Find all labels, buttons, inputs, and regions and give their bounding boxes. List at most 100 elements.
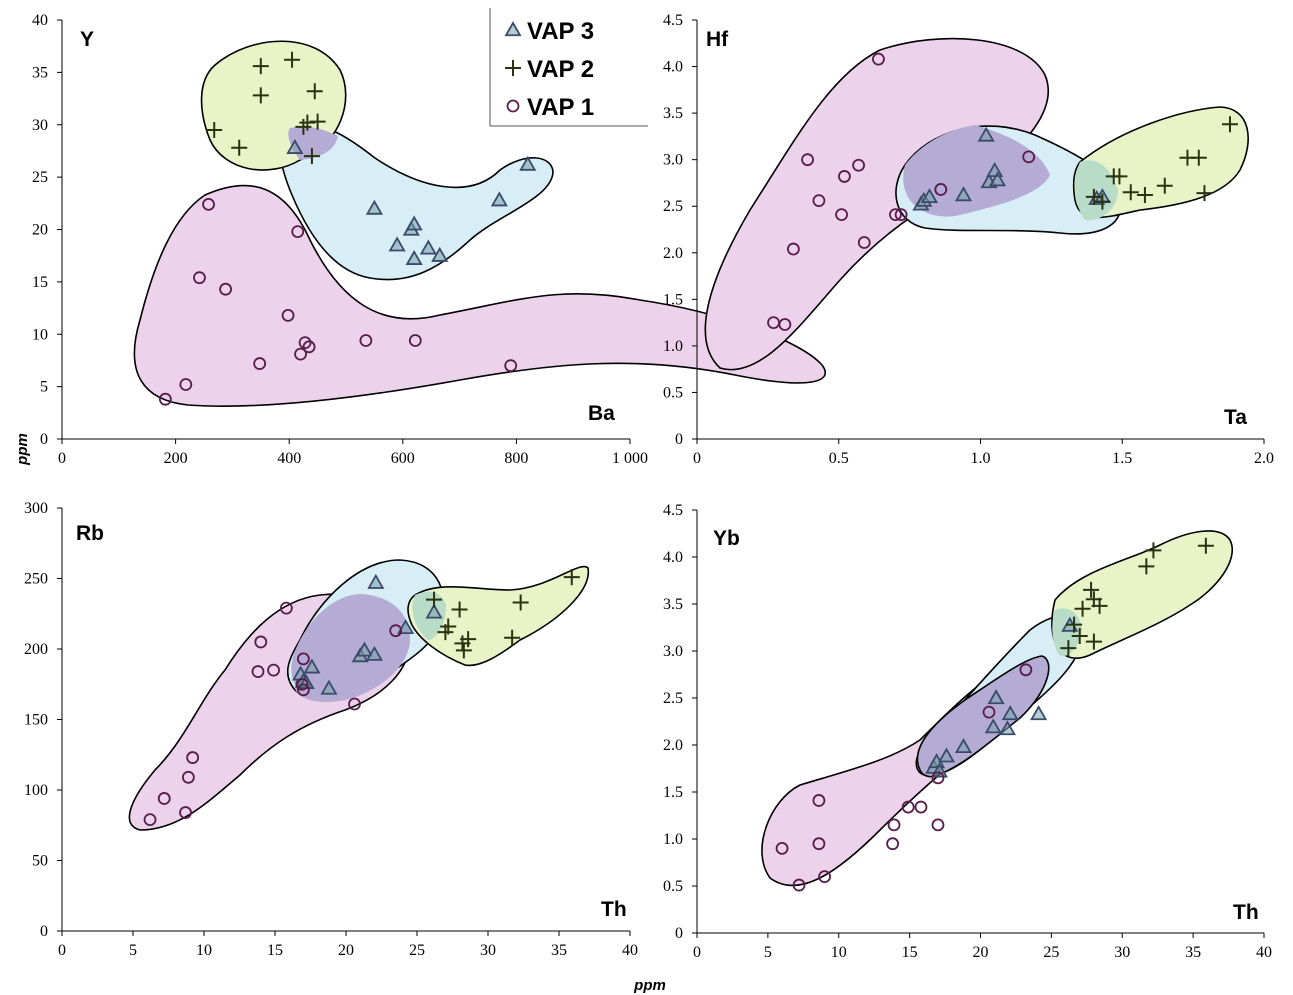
vap3-point [937, 747, 956, 763]
vap1-point [179, 378, 193, 391]
vap2-point [231, 139, 248, 156]
tick-marks [692, 19, 1265, 444]
y-tick-label: 1.0 [663, 338, 683, 355]
vap1-point [504, 359, 518, 373]
y-tick-label: 3.5 [663, 105, 683, 122]
vap2-point [504, 629, 521, 646]
y-tick-label: 35 [32, 64, 48, 81]
y-tick-label: 1.5 [663, 291, 683, 308]
y-tick-label: 100 [24, 782, 48, 799]
vap1-point [202, 197, 215, 211]
vap3-point [988, 171, 1007, 187]
vap1-point [838, 170, 851, 183]
y-tick-label: 2.0 [663, 737, 683, 754]
panel-yb-th: 0 0.5 1.0 1.5 2.0 2.5 3.0 3.5 4.0 4.5 0 5 10 15 20 25 3… [663, 502, 1272, 961]
x-tick-labels: 0 0.5 1.0 1.5 2.0 [693, 450, 1274, 467]
legend-marker-triangle [504, 21, 522, 37]
vap2-point [1197, 537, 1214, 554]
y-tick-label: 3.0 [663, 152, 683, 169]
y-tick-label: 4.5 [663, 502, 683, 519]
legend-label: VAP 3 [527, 18, 594, 45]
vap1-point [143, 813, 157, 827]
legend-label: VAP 2 [527, 56, 594, 83]
y-tick-labels: 0 0.5 1.0 1.5 2.0 2.5 3.0 3.5 4.0 4.5 [663, 12, 683, 448]
overlap-region [903, 125, 1050, 217]
vap1-point [914, 800, 928, 814]
x-tick-label: 200 [164, 450, 188, 467]
x-tick-label: 25 [409, 942, 425, 959]
x-tick-label: 30 [1114, 944, 1130, 961]
y-tick-label: 2.5 [663, 198, 683, 215]
y-tick-label: 150 [24, 712, 48, 729]
vap2-region [407, 565, 590, 667]
vap3-point [954, 738, 973, 754]
x-axis-unit: ppm [633, 977, 666, 994]
vap3-point [367, 573, 385, 589]
vap1-point [1022, 150, 1036, 164]
x-tick-label: 20 [973, 944, 989, 961]
axis-frame [61, 508, 630, 932]
vap2-point [1156, 177, 1173, 194]
vap3-point [365, 645, 383, 661]
vap3-point [320, 679, 338, 695]
vap1-point [359, 334, 373, 347]
vap1-region [133, 184, 827, 407]
vap1-point [887, 818, 901, 832]
data-points [158, 51, 537, 406]
vap1-point [931, 818, 945, 832]
vap2-point [1074, 600, 1091, 617]
x-tick-label: 30 [480, 942, 496, 959]
y-tick-label: 1.0 [663, 831, 683, 848]
axis-label: Ba [588, 402, 615, 425]
y-tick-label: 30 [32, 117, 48, 134]
vap1-point [872, 52, 885, 66]
vap1-point [818, 870, 831, 883]
x-tick-label: 5 [764, 944, 772, 961]
x-tick-label: 5 [129, 942, 137, 959]
x-tick-label: 0 [58, 450, 66, 467]
panel-rb-th: 0 50 100 150 200 250 300 0 5 10 15 20 25 30 35 40 Rb T… [24, 500, 666, 994]
vap3-point [519, 155, 537, 171]
vap1-point [279, 601, 293, 615]
y-tick-label: 0 [40, 431, 48, 448]
y-tick-label: 40 [32, 12, 48, 29]
vap1-point [792, 878, 806, 892]
x-tick-label: 0 [58, 942, 66, 959]
vap3-point [365, 199, 383, 215]
vap2-point [440, 618, 457, 635]
x-tick-label: 40 [622, 942, 638, 959]
vap2-point [206, 121, 223, 138]
vap1-point [281, 308, 295, 322]
vap1-point [254, 635, 268, 649]
vap2-point [1138, 558, 1155, 575]
panel-label: Yb [713, 527, 740, 550]
vap2-point [1221, 116, 1238, 133]
vap1-point [179, 806, 192, 819]
y-tick-label: 5 [40, 379, 48, 396]
vap2-region [1051, 530, 1233, 659]
vap3-point [431, 246, 449, 262]
axis-label: Th [1233, 901, 1259, 924]
vap2-point [563, 569, 580, 586]
vap1-point [931, 771, 945, 785]
vap1-point [982, 705, 996, 719]
vap1-point [775, 842, 789, 855]
tick-marks [57, 507, 631, 936]
vap3-point [303, 658, 321, 674]
vap1-point [251, 665, 265, 678]
vap2-point [303, 148, 320, 165]
data-points [775, 537, 1214, 892]
x-tick-label: 1.5 [1112, 450, 1132, 467]
data-points [143, 569, 580, 827]
vap2-point [252, 58, 269, 75]
x-tick-label: 40 [1256, 944, 1272, 961]
tick-marks [692, 509, 1265, 938]
vap1-point [296, 683, 310, 697]
y-axis-unit: ppm [14, 433, 31, 466]
vap3-point [977, 126, 995, 142]
y-tick-labels: 0 50 100 150 200 250 300 [24, 500, 48, 940]
vap3-point [405, 250, 423, 265]
legend-box [490, 2, 650, 126]
legend: VAP 3 VAP 2 VAP 1 [489, 2, 650, 127]
vap2-point [455, 642, 472, 659]
